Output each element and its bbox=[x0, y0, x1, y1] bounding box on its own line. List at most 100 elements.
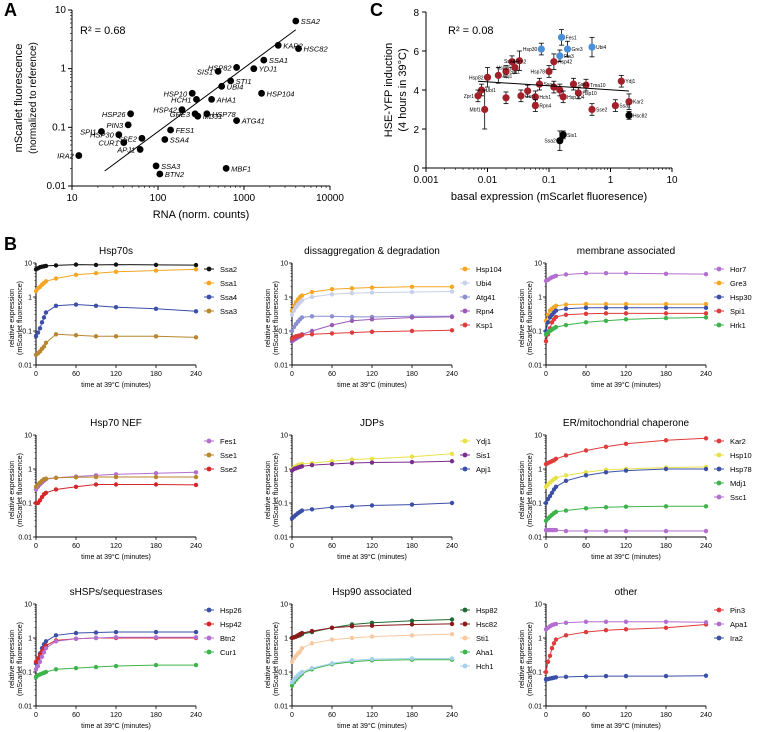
data-point bbox=[193, 335, 199, 340]
legend-label: Apj1 bbox=[476, 465, 491, 474]
data-point bbox=[39, 654, 45, 659]
data-point bbox=[569, 80, 578, 88]
data-point bbox=[153, 629, 159, 635]
data-point bbox=[53, 633, 59, 638]
data-point bbox=[703, 620, 709, 625]
x-tick-label: 240 bbox=[446, 543, 458, 550]
data-point bbox=[557, 33, 566, 41]
data-point bbox=[449, 631, 455, 637]
x-tick-label: 60 bbox=[582, 712, 590, 719]
data-point bbox=[502, 94, 510, 102]
y-axis-label-2: (mScarlet fluorescence) bbox=[17, 281, 24, 355]
x-axis-label: time at 39°C (minutes) bbox=[591, 722, 661, 730]
data-point bbox=[113, 262, 119, 267]
data-point bbox=[309, 628, 315, 634]
legend-label: Hch1 bbox=[476, 662, 494, 671]
legend-label: Ydj1 bbox=[476, 437, 491, 446]
data-point bbox=[258, 89, 265, 97]
data-point bbox=[349, 314, 355, 320]
legend-label: Ksp1 bbox=[476, 321, 493, 330]
data-point bbox=[549, 490, 555, 495]
data-point bbox=[193, 635, 199, 640]
legend-label: Cur1 bbox=[220, 648, 236, 657]
data-point bbox=[483, 73, 492, 81]
data-point bbox=[409, 328, 415, 334]
subplot-5: JDPs 0.01 0.1 1 10 0 60 120 180 240 time at 39°C (… bbox=[265, 418, 491, 561]
data-point bbox=[43, 490, 49, 495]
x-axis-label: time at 39°C (minutes) bbox=[591, 381, 661, 389]
data-point bbox=[588, 43, 596, 51]
y-tick-label: 0.01 bbox=[274, 363, 288, 370]
point-label: HSP82 bbox=[208, 63, 233, 72]
point-label: UBI4 bbox=[227, 82, 244, 91]
data-point bbox=[329, 331, 335, 336]
legend-label: Hsp30 bbox=[730, 293, 752, 302]
data-point bbox=[583, 528, 589, 534]
point-label: HSP78 bbox=[212, 110, 237, 119]
data-point bbox=[703, 466, 709, 472]
data-point bbox=[297, 649, 303, 654]
data-point bbox=[329, 322, 335, 328]
panel-label-b: B bbox=[4, 234, 17, 254]
data-point bbox=[349, 286, 355, 291]
data-point bbox=[193, 482, 199, 488]
legend-marker bbox=[206, 280, 212, 286]
data-point bbox=[494, 71, 502, 79]
data-point bbox=[703, 436, 709, 441]
panel-label-c: C bbox=[370, 0, 383, 20]
data-point bbox=[623, 317, 629, 322]
legend-label: Hsp104 bbox=[476, 265, 502, 274]
data-point bbox=[663, 315, 669, 321]
x-axis-label: RNA (norm. counts) bbox=[153, 209, 250, 221]
data-point bbox=[449, 458, 455, 464]
data-point bbox=[531, 93, 539, 101]
data-point bbox=[611, 102, 619, 110]
y-tick-label: 10 bbox=[24, 261, 32, 268]
data-point bbox=[583, 473, 589, 478]
data-point bbox=[33, 659, 39, 664]
legend-label: Ssa3 bbox=[220, 307, 237, 316]
y-tick-label: 0.1 bbox=[22, 501, 32, 508]
data-point bbox=[409, 633, 415, 638]
data-point bbox=[583, 271, 589, 276]
y-tick-label: 10 bbox=[280, 261, 288, 268]
legend-marker bbox=[716, 621, 722, 627]
x-tick-label: 0.001 bbox=[413, 175, 438, 186]
x-tick-label: 120 bbox=[620, 371, 632, 378]
data-point bbox=[41, 650, 47, 655]
data-point bbox=[349, 635, 355, 641]
data-point bbox=[43, 279, 49, 284]
x-tick-label: 0 bbox=[544, 712, 548, 719]
data-point bbox=[409, 289, 415, 295]
y-axis-label: relative expression bbox=[9, 461, 16, 519]
data-point bbox=[153, 471, 159, 476]
y-tick-label: 0.1 bbox=[52, 122, 66, 133]
legend-marker bbox=[462, 452, 468, 458]
data-point bbox=[120, 139, 128, 146]
data-point bbox=[329, 505, 335, 510]
data-point bbox=[349, 290, 355, 296]
data-point bbox=[299, 332, 305, 338]
data-point bbox=[309, 507, 315, 512]
x-tick-label: 120 bbox=[620, 543, 632, 550]
y-tick-label: 0.1 bbox=[278, 329, 288, 336]
data-point bbox=[553, 273, 559, 279]
data-point bbox=[73, 636, 79, 641]
x-axis-label: basal expression (mScarlet fluoresence) bbox=[451, 191, 647, 203]
y-axis-label-2: (mScarlet fluorescence) bbox=[273, 622, 280, 696]
legend-marker bbox=[206, 649, 212, 655]
x-tick-label: 180 bbox=[150, 543, 162, 550]
y-axis-label: relative expression bbox=[519, 289, 526, 347]
data-point bbox=[153, 482, 159, 487]
data-point bbox=[556, 137, 564, 145]
point-label: HCH1 bbox=[171, 95, 191, 104]
data-point bbox=[349, 658, 355, 663]
data-point bbox=[93, 664, 99, 670]
point-label: BTN2 bbox=[165, 170, 185, 179]
legend-label: Hsp42 bbox=[220, 620, 242, 629]
x-tick-label: 0.01 bbox=[478, 175, 498, 186]
data-point bbox=[113, 305, 119, 310]
data-point bbox=[477, 86, 486, 94]
data-point bbox=[409, 454, 415, 459]
x-tick-label: 60 bbox=[582, 371, 590, 378]
